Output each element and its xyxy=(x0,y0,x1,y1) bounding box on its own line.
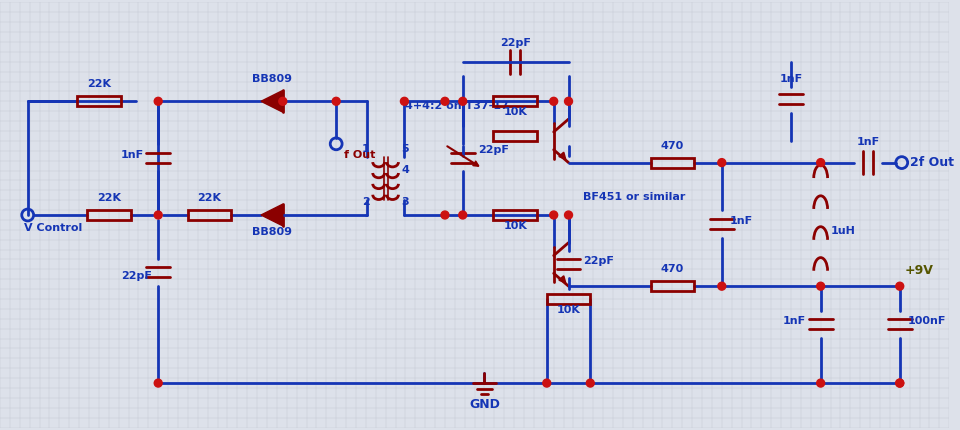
Bar xyxy=(651,158,694,168)
Circle shape xyxy=(896,379,903,387)
Circle shape xyxy=(896,379,903,387)
Circle shape xyxy=(155,97,162,105)
Bar xyxy=(651,281,694,291)
Circle shape xyxy=(441,211,449,219)
Text: 22K: 22K xyxy=(86,80,110,89)
Circle shape xyxy=(817,159,825,166)
Circle shape xyxy=(155,211,162,219)
Text: 22K: 22K xyxy=(97,193,121,203)
Bar xyxy=(547,294,590,304)
Text: BF451 or similar: BF451 or similar xyxy=(584,192,685,202)
Text: 1uH: 1uH xyxy=(830,226,855,236)
Circle shape xyxy=(332,97,340,105)
Bar xyxy=(493,131,537,141)
Circle shape xyxy=(441,97,449,105)
Circle shape xyxy=(718,282,726,290)
Circle shape xyxy=(564,211,572,219)
Text: 4: 4 xyxy=(401,166,409,175)
Polygon shape xyxy=(261,204,283,226)
Text: 1nF: 1nF xyxy=(730,216,753,226)
Bar xyxy=(493,210,537,220)
Text: 470: 470 xyxy=(660,141,684,151)
Text: 2: 2 xyxy=(362,197,370,207)
Text: f Out: f Out xyxy=(344,150,375,160)
Circle shape xyxy=(817,379,825,387)
Polygon shape xyxy=(261,90,283,112)
Text: 1: 1 xyxy=(362,144,370,154)
Text: 5: 5 xyxy=(401,144,409,154)
Circle shape xyxy=(550,211,558,219)
Circle shape xyxy=(155,379,162,387)
Text: 22pF: 22pF xyxy=(121,271,152,281)
Bar xyxy=(87,210,131,220)
Text: 1nF: 1nF xyxy=(780,74,803,83)
Circle shape xyxy=(459,211,467,219)
Text: 10K: 10K xyxy=(503,221,527,231)
Bar xyxy=(77,96,121,106)
Text: 1nF: 1nF xyxy=(121,150,144,160)
Circle shape xyxy=(817,282,825,290)
Text: 2f Out: 2f Out xyxy=(910,156,953,169)
Text: 1nF: 1nF xyxy=(856,137,879,147)
Circle shape xyxy=(542,379,551,387)
Text: +9V: +9V xyxy=(904,264,933,277)
Circle shape xyxy=(587,379,594,387)
Text: 4+4:2 on T37-17: 4+4:2 on T37-17 xyxy=(405,101,509,111)
Text: 10K: 10K xyxy=(557,305,581,315)
Text: 1nF: 1nF xyxy=(783,316,806,326)
Circle shape xyxy=(718,159,726,166)
Text: BB809: BB809 xyxy=(252,74,292,83)
Text: GND: GND xyxy=(469,398,500,411)
Text: 470: 470 xyxy=(660,264,684,274)
Bar xyxy=(493,96,537,106)
Circle shape xyxy=(550,97,558,105)
Text: 22K: 22K xyxy=(198,193,222,203)
Text: 10K: 10K xyxy=(503,107,527,117)
Circle shape xyxy=(400,97,408,105)
Circle shape xyxy=(459,97,467,105)
Circle shape xyxy=(896,282,903,290)
Text: 22pF: 22pF xyxy=(584,256,614,267)
Text: BB809: BB809 xyxy=(252,227,292,237)
Text: 3: 3 xyxy=(401,197,409,207)
Circle shape xyxy=(278,97,287,105)
Text: 100nF: 100nF xyxy=(907,316,946,326)
Text: 22pF: 22pF xyxy=(478,145,510,155)
Text: V Control: V Control xyxy=(24,223,82,233)
Circle shape xyxy=(564,97,572,105)
Bar xyxy=(188,210,231,220)
Text: 22pF: 22pF xyxy=(500,38,531,48)
